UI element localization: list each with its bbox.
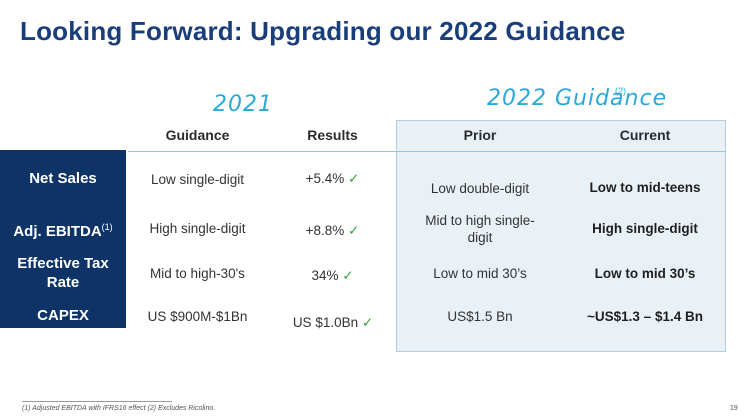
cell-2021-guidance: Low single-digit bbox=[150, 172, 245, 187]
cell-2022-current: Low to mid-teens bbox=[589, 180, 701, 195]
cell-2022-prior: Mid to high single-digit bbox=[425, 213, 535, 245]
cell-2022-current: High single-digit bbox=[592, 221, 698, 236]
header-divider bbox=[128, 151, 726, 152]
header-results: Results bbox=[307, 127, 358, 143]
cell-2021-guidance: High single-digit bbox=[149, 221, 246, 236]
section-label-2021: 2021 bbox=[213, 92, 273, 117]
cell-2021-guidance: US $900M-$1Bn bbox=[147, 309, 248, 324]
check-icon: ✓ bbox=[361, 315, 374, 330]
header-guidance: Guidance bbox=[165, 127, 230, 143]
section-label-2022-guidance: 2022 Guidance bbox=[487, 86, 668, 111]
cell-2021-results: +8.8% ✓ bbox=[305, 223, 360, 238]
row-label-effective-tax-rate: Effective Tax Rate bbox=[17, 255, 109, 291]
cell-2022-prior: Low double-digit bbox=[430, 181, 530, 196]
footnote: (1) Adjusted EBITDA with IFRS16 effect (… bbox=[22, 405, 216, 412]
header-current: Current bbox=[619, 127, 671, 143]
guidance-2022-box bbox=[396, 120, 726, 352]
page-number: 19 bbox=[730, 405, 738, 412]
row-label-adj-ebitda: Adj. EBITDA(1) bbox=[13, 222, 113, 240]
cell-2022-prior: US$1.5 Bn bbox=[447, 309, 513, 324]
footnote-divider bbox=[22, 401, 172, 402]
cell-2021-results: 34% ✓ bbox=[311, 268, 354, 283]
cell-2022-current: Low to mid 30’s bbox=[594, 266, 696, 281]
check-icon: ✓ bbox=[342, 268, 354, 283]
cell-2021-results: US $1.0Bn ✓ bbox=[292, 315, 374, 330]
cell-2022-prior: Low to mid 30’s bbox=[433, 266, 527, 281]
row-label-net-sales: Net Sales bbox=[29, 170, 97, 187]
row-label-capex: CAPEX bbox=[37, 307, 89, 324]
row-label-footnote: (1) bbox=[101, 222, 113, 232]
section-footnote-ref: (2) bbox=[615, 86, 626, 96]
check-icon: ✓ bbox=[348, 171, 360, 186]
cell-2021-guidance: Mid to high-30's bbox=[150, 266, 245, 281]
check-icon: ✓ bbox=[348, 223, 360, 238]
cell-2022-current: ~US$1.3 – $1.4 Bn bbox=[587, 309, 703, 324]
page-title: Looking Forward: Upgrading our 2022 Guid… bbox=[20, 16, 626, 46]
cell-2021-results: +5.4% ✓ bbox=[305, 171, 360, 186]
row-label-panel bbox=[0, 150, 126, 328]
header-prior: Prior bbox=[463, 127, 497, 143]
